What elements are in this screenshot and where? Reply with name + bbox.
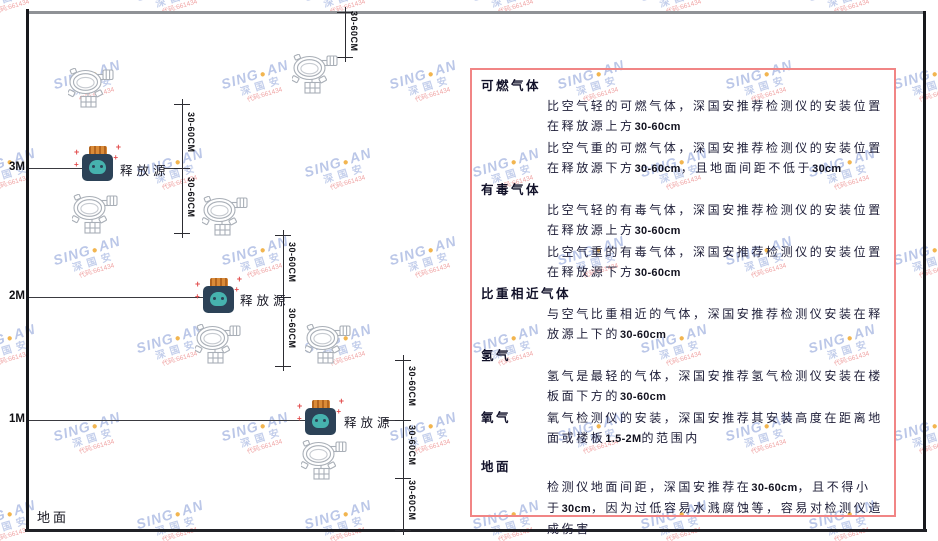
section-paragraph: 氢气是最轻的气体，深国安推荐氢气检测仪安装在楼板面下方的30-60cm (547, 369, 883, 403)
detector-graphic (303, 323, 351, 364)
dimension-tick (337, 12, 353, 13)
panel-section: 氢气氢气是最轻的气体，深国安推荐氢气检测仪安装在楼板面下方的30-60cm (481, 346, 884, 407)
release-source-label: 释放源 (344, 416, 394, 430)
dimension-tick (395, 530, 411, 531)
height-reference-line (29, 168, 82, 169)
dimension-tick (174, 168, 190, 169)
dimension-tick (337, 57, 353, 58)
gas-detector-icon (200, 195, 248, 236)
source-cap (210, 278, 239, 294)
source-gas-blob (89, 160, 106, 174)
section-heading: 比重相近气体 (481, 287, 572, 301)
source-cap (312, 400, 341, 416)
section-heading: 地面 (481, 460, 512, 474)
gas-detector-icon (290, 53, 338, 94)
source-gas-blob (210, 292, 227, 306)
release-source-icon (74, 142, 121, 182)
section-paragraph: 比空气轻的有毒气体，深国安推荐检测仪的安装位置在释放源上方30-60cm (547, 203, 883, 237)
ceiling-line (28, 11, 926, 14)
panel-section: 氧气 氧气检测仪的安装，深国安推荐其安装高度在距离地面或楼板1.5-2M的范围内 (481, 408, 884, 449)
section-paragraph: 比空气重的可燃气体，深国安推荐检测仪的安装位置在释放源下方30-60cm，且地面… (547, 141, 883, 175)
detector-graphic (200, 195, 248, 236)
dimension-tick (395, 478, 411, 479)
source-body (297, 408, 336, 435)
section-heading: 氧气 (481, 411, 512, 425)
dimension-tick (174, 104, 190, 105)
section-paragraph: 比空气重的有毒气体，深国安推荐检测仪的安装位置在释放源下方30-60cm (547, 245, 883, 279)
height-label-1m: 1M (9, 413, 25, 425)
section-paragraph: 比空气轻的可燃气体，深国安推荐检测仪的安装位置在释放源上方30-60cm (547, 99, 883, 133)
installation-guide-panel: 可燃气体 比空气轻的可燃气体，深国安推荐检测仪的安装位置在释放源上方30-60cm… (470, 68, 896, 536)
detector-graphic (193, 323, 241, 364)
dimension-line (283, 230, 284, 371)
left-wall-line (26, 9, 29, 532)
panel-section: 地面检测仪地面间距，深国安推荐在30-60cm，且不得小于30cm，因为过低容易… (481, 457, 884, 539)
gas-detector-icon (70, 193, 118, 234)
release-source-icon (297, 396, 344, 436)
section-paragraph: 与空气比重相近的气体，深国安推荐检测仪安装在释放源上下的30-60cm (547, 307, 883, 341)
section-heading: 有毒气体 (481, 183, 542, 197)
height-label-3m: 3M (9, 161, 25, 173)
detector-graphic (290, 53, 338, 94)
dimension-tick (275, 297, 291, 298)
panel-sections: 可燃气体 比空气轻的可燃气体，深国安推荐检测仪的安装位置在释放源上方30-60cm… (472, 70, 894, 541)
panel-section: 可燃气体 比空气轻的可燃气体，深国安推荐检测仪的安装位置在释放源上方30-60cm… (481, 76, 884, 179)
section-paragraph: 检测仪地面间距，深国安推荐在30-60cm，且不得小于30cm，因为过低容易水溅… (547, 480, 883, 536)
right-wall-line (923, 11, 926, 532)
gas-detector-icon (303, 323, 351, 364)
gas-detector-icon (193, 323, 241, 364)
dimension-line (345, 7, 346, 62)
section-heading: 可燃气体 (481, 79, 542, 93)
section-paragraph: 氧气检测仪的安装，深国安推荐其安装高度在距离地面或楼板1.5-2M的范围内 (547, 411, 883, 445)
source-body (195, 286, 234, 313)
detector-graphic (299, 439, 347, 480)
source-gas-blob (312, 414, 329, 428)
dimension-tick (174, 233, 190, 234)
detector-graphic (70, 193, 118, 234)
dimension-tick (395, 420, 411, 421)
source-connector-line (384, 420, 404, 421)
floor-line (25, 529, 927, 532)
panel-section: 有毒气体 比空气轻的有毒气体，深国安推荐检测仪的安装位置在释放源上方30-60cm… (481, 180, 884, 283)
panel-section: 比重相近气体与空气比重相近的气体，深国安推荐检测仪安装在释放源上下的30-60c… (481, 284, 884, 345)
release-source-label: 释放源 (240, 294, 290, 308)
release-source-icon (195, 274, 242, 314)
section-heading: 氢气 (481, 349, 512, 363)
detector-graphic (66, 67, 114, 108)
height-reference-line (29, 297, 203, 298)
dimension-tick (275, 366, 291, 367)
release-source-label: 释放源 (120, 164, 170, 178)
source-body (74, 154, 113, 181)
dimension-line (403, 355, 404, 535)
height-label-2m: 2M (9, 290, 25, 302)
dimension-tick (275, 235, 291, 236)
dimension-tick (395, 360, 411, 361)
gas-detector-icon (299, 439, 347, 480)
ground-label: 地面 (37, 510, 70, 525)
gas-detector-icon (66, 67, 114, 108)
source-cap (89, 146, 118, 162)
height-reference-line (29, 420, 305, 421)
source-connector-line (164, 168, 183, 169)
